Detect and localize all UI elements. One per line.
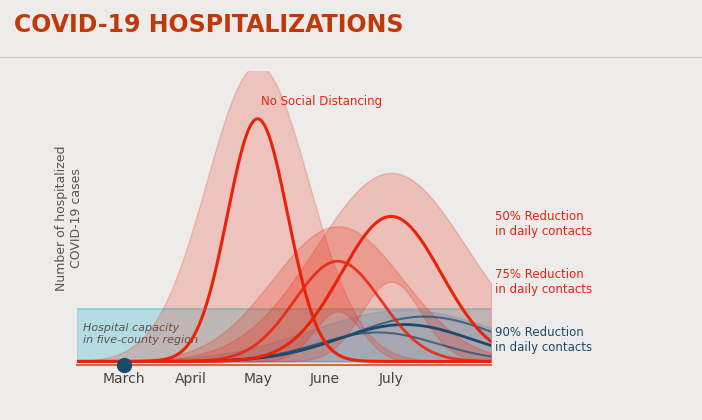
- Text: 90% Reduction
in daily contacts: 90% Reduction in daily contacts: [495, 326, 592, 354]
- Text: 75% Reduction
in daily contacts: 75% Reduction in daily contacts: [495, 268, 592, 297]
- Bar: [77, 309, 491, 362]
- Text: No Social Distancing: No Social Distancing: [261, 95, 382, 108]
- Text: 50% Reduction
in daily contacts: 50% Reduction in daily contacts: [495, 210, 592, 238]
- Text: Hospital capacity
in five-county region: Hospital capacity in five-county region: [83, 323, 197, 345]
- Y-axis label: Number of hospitalized
COVID-19 cases: Number of hospitalized COVID-19 cases: [55, 146, 83, 291]
- Text: COVID-19 HOSPITALIZATIONS: COVID-19 HOSPITALIZATIONS: [14, 13, 404, 37]
